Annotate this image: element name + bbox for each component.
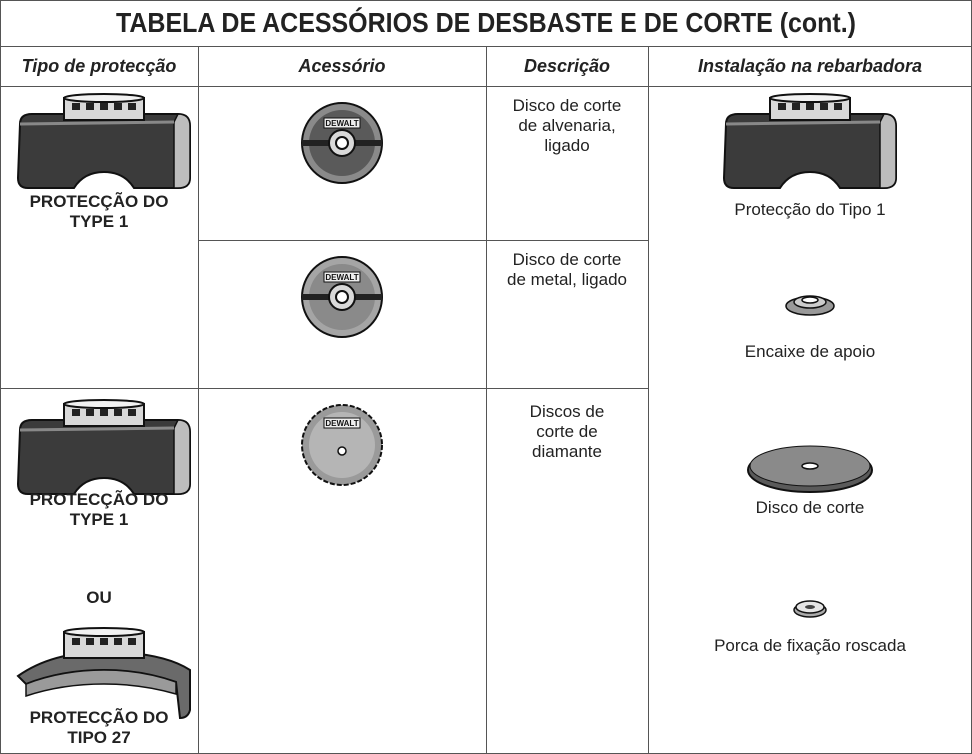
column-header: Acessório	[298, 56, 386, 76]
table-title: TABELA DE ACESSÓRIOS DE DESBASTE E DE CO…	[116, 7, 856, 38]
install-label: Disco de corte	[755, 498, 865, 517]
column-header: Instalação na rebarbadora	[697, 56, 923, 76]
description: Disco de corte de alvenaria, ligado	[512, 96, 622, 155]
threaded-nut-image	[793, 600, 827, 618]
backing-flange-image	[785, 295, 835, 316]
install-label: Protecção do Tipo 1	[734, 200, 886, 219]
guard-label: PROTECÇÃO DO TYPE 1	[29, 490, 169, 529]
install-label: Porca de fixação roscada	[714, 636, 906, 655]
guard-type1-image	[16, 398, 192, 496]
brand-label: DEWALT	[325, 119, 358, 128]
masonry-disc-image: DEWALT	[301, 102, 383, 184]
diamond-disc-image: DEWALT	[301, 404, 383, 486]
column-header: Descrição	[523, 56, 611, 76]
install-label: Encaixe de apoio	[744, 342, 876, 361]
or-label: OU	[86, 588, 112, 607]
guard-install-image	[722, 92, 898, 190]
column-header: Tipo de protecção	[21, 56, 177, 76]
brand-label: DEWALT	[325, 419, 358, 428]
description: Discos de corte de diamante	[529, 402, 605, 461]
guard-label: PROTECÇÃO DO TIPO 27	[29, 708, 169, 747]
guard-type1-image	[16, 92, 192, 190]
guard-label: PROTECÇÃO DO TYPE 1	[29, 192, 169, 231]
cutting-disc-image	[747, 445, 873, 493]
metal-disc-image: DEWALT	[301, 256, 383, 338]
brand-label: DEWALT	[325, 273, 358, 282]
guard-type27-image	[17, 627, 191, 719]
description: Disco de corte de metal, ligado	[506, 250, 628, 289]
